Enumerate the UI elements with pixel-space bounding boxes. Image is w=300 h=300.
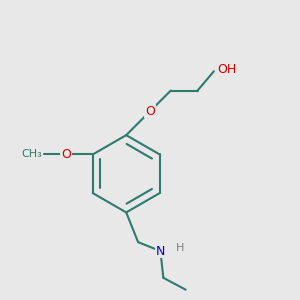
Text: O: O [145,105,155,118]
Text: O: O [61,148,71,161]
Text: N: N [156,244,165,258]
Text: H: H [176,243,184,253]
Text: CH₃: CH₃ [22,149,42,160]
Text: OH: OH [217,63,236,76]
